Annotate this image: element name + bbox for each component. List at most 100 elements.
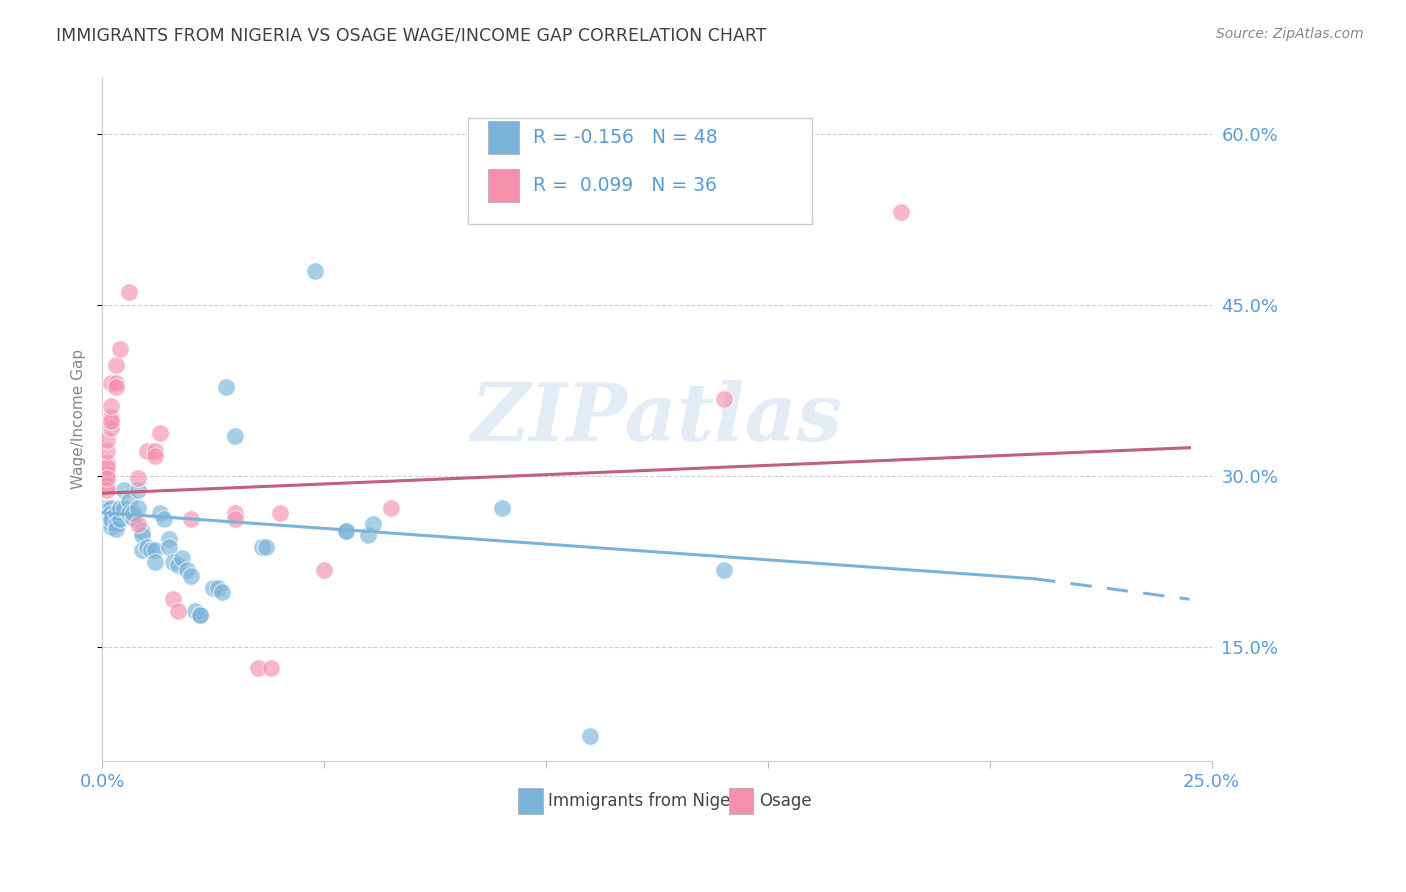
Point: [713, 563, 735, 577]
Point: [104, 516, 127, 531]
Point: [108, 342, 131, 356]
Point: [96, 509, 118, 524]
Point: [202, 581, 225, 595]
Point: [224, 429, 246, 443]
Point: [100, 399, 122, 413]
Point: [100, 512, 122, 526]
Point: [250, 540, 273, 554]
Point: [184, 604, 207, 618]
Point: [215, 380, 238, 394]
Point: [166, 558, 188, 572]
Point: [162, 592, 184, 607]
Point: [224, 506, 246, 520]
Point: [890, 205, 912, 219]
Point: [96, 467, 118, 481]
Text: Immigrants from Nigeria: Immigrants from Nigeria: [548, 792, 752, 810]
FancyBboxPatch shape: [468, 119, 813, 225]
Point: [96, 471, 118, 485]
Point: [149, 506, 172, 520]
Point: [139, 543, 162, 558]
Point: [380, 501, 402, 516]
Point: [104, 358, 127, 372]
Point: [135, 540, 157, 554]
Text: IMMIGRANTS FROM NIGERIA VS OSAGE WAGE/INCOME GAP CORRELATION CHART: IMMIGRANTS FROM NIGERIA VS OSAGE WAGE/IN…: [56, 27, 766, 45]
Point: [127, 471, 149, 485]
Point: [254, 540, 277, 554]
Point: [104, 522, 127, 536]
Text: R = -0.156   N = 48: R = -0.156 N = 48: [533, 128, 717, 147]
Point: [100, 415, 122, 429]
Point: [135, 444, 157, 458]
Point: [713, 392, 735, 406]
Point: [96, 444, 118, 458]
Point: [108, 501, 131, 516]
Point: [153, 512, 176, 526]
Point: [131, 524, 153, 538]
Point: [122, 511, 145, 525]
Point: [127, 516, 149, 531]
Text: Osage: Osage: [759, 792, 811, 810]
Point: [122, 506, 145, 520]
Point: [131, 543, 153, 558]
Point: [304, 264, 326, 278]
Point: [127, 483, 149, 497]
Point: [112, 483, 135, 497]
Point: [269, 506, 291, 520]
Point: [149, 425, 172, 440]
Point: [118, 506, 141, 520]
Point: [96, 503, 118, 517]
Point: [100, 421, 122, 435]
Point: [579, 729, 602, 743]
Point: [180, 512, 202, 526]
Point: [145, 449, 167, 463]
Point: [100, 409, 122, 424]
Point: [246, 660, 269, 674]
FancyBboxPatch shape: [488, 121, 519, 154]
Point: [145, 543, 167, 558]
Point: [96, 483, 118, 497]
Point: [100, 515, 122, 529]
Point: [96, 506, 118, 520]
Point: [104, 376, 127, 390]
Point: [361, 516, 384, 531]
Text: ZIPatlas: ZIPatlas: [471, 381, 844, 458]
Point: [176, 563, 198, 577]
Point: [100, 511, 122, 525]
Point: [180, 569, 202, 583]
Point: [96, 501, 118, 516]
Point: [224, 512, 246, 526]
FancyBboxPatch shape: [488, 169, 519, 202]
Y-axis label: Wage/Income Gap: Wage/Income Gap: [72, 349, 86, 490]
Point: [118, 494, 141, 508]
Point: [100, 376, 122, 390]
Text: R =  0.099   N = 36: R = 0.099 N = 36: [533, 176, 717, 195]
Point: [211, 585, 233, 599]
Point: [127, 501, 149, 516]
Point: [96, 478, 118, 492]
Point: [104, 506, 127, 520]
Point: [491, 501, 513, 516]
Point: [335, 524, 357, 538]
Point: [100, 520, 122, 534]
Point: [157, 540, 180, 554]
Point: [104, 380, 127, 394]
Point: [145, 444, 167, 458]
Point: [207, 581, 229, 595]
Point: [357, 528, 380, 542]
Point: [335, 524, 357, 538]
Point: [112, 501, 135, 516]
Point: [172, 551, 194, 566]
Point: [96, 509, 118, 524]
Point: [96, 503, 118, 517]
Point: [96, 456, 118, 470]
Point: [96, 433, 118, 447]
Point: [260, 660, 283, 674]
Point: [166, 604, 188, 618]
Point: [314, 563, 336, 577]
Point: [108, 512, 131, 526]
Point: [188, 608, 211, 623]
Point: [162, 555, 184, 569]
Point: [100, 501, 122, 516]
FancyBboxPatch shape: [730, 789, 754, 814]
Text: Source: ZipAtlas.com: Source: ZipAtlas.com: [1216, 27, 1364, 41]
